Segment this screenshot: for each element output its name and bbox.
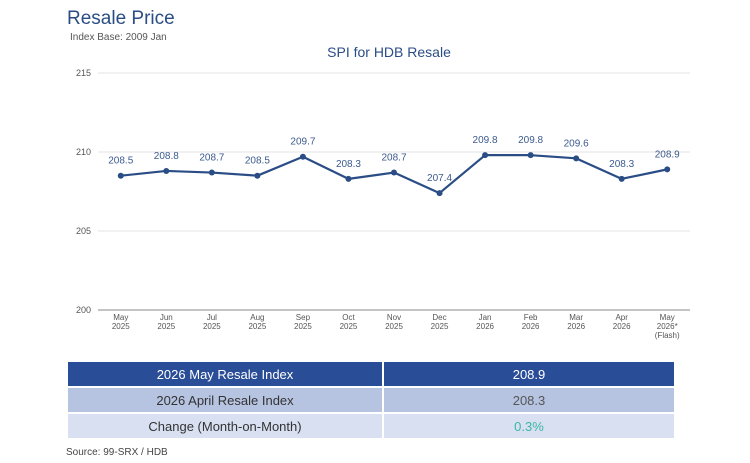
x-tick-label: 2026 [613,322,631,331]
data-point [117,172,124,179]
x-tick-label: 2025 [431,322,449,331]
source-note: Source: 99-SRX / HDB [66,447,168,458]
summary-value: 208.9 [382,362,674,386]
summary-row-change: Change (Month-on-Month) 0.3% [68,412,674,438]
x-tick-label: Nov [387,313,401,322]
summary-label: 2026 May Resale Index [68,362,382,386]
x-tick-label: (Flash) [655,331,680,340]
data-label: 208.3 [609,159,634,170]
x-tick-label: Dec [432,313,446,322]
x-tick-label: Jul [207,313,217,322]
x-tick-label: Jun [160,313,173,322]
data-point [163,167,170,174]
x-tick-label: Apr [615,313,628,322]
x-tick-label: 2025 [112,322,130,331]
summary-value-change: 0.3% [382,412,674,438]
summary-row-current: 2026 May Resale Index 208.9 [68,362,674,386]
x-tick-label: Aug [250,313,264,322]
summary-value: 208.3 [382,386,674,412]
x-tick-label: Feb [524,313,538,322]
x-tick-label: 2025 [248,322,266,331]
data-point [573,155,580,162]
x-tick-label: 2026 [522,322,540,331]
x-tick-label: 2025 [294,322,312,331]
x-tick-label: 2025 [385,322,403,331]
y-tick-label: 215 [76,68,91,78]
data-point [391,169,397,176]
x-tick-label: 2026 [567,322,585,331]
x-tick-label: Jan [479,313,492,322]
x-tick-label: Oct [342,313,355,322]
summary-row-previous: 2026 April Resale Index 208.3 [68,386,674,412]
data-point [254,172,261,179]
data-point [208,169,215,176]
data-label: 208.9 [655,149,680,160]
x-tick-label: 2025 [157,322,175,331]
data-label: 208.5 [108,156,133,167]
data-label: 207.4 [427,173,452,184]
y-tick-label: 210 [76,147,91,157]
data-point [618,175,625,182]
summary-label: Change (Month-on-Month) [68,412,382,438]
y-tick-label: 205 [76,226,91,236]
data-point [299,153,306,160]
data-label: 209.8 [473,135,498,146]
data-label: 209.6 [564,138,589,149]
resale-index-summary-table: 2026 May Resale Index 208.9 2026 April R… [68,362,674,438]
data-label: 208.5 [245,156,270,167]
x-tick-label: 2025 [340,322,358,331]
data-label: 209.7 [290,137,315,148]
x-tick-label: May [113,313,128,322]
x-tick-label: Mar [569,313,583,322]
summary-label: 2026 April Resale Index [68,386,382,412]
x-tick-label: May [660,313,675,322]
page-title: Resale Price [67,8,175,29]
data-label: 209.8 [518,135,543,146]
x-tick-label: Sep [296,313,311,322]
data-label: 208.8 [154,151,179,162]
data-point [345,175,352,182]
y-tick-label: 200 [76,305,91,315]
spi-line-chart: SPI for HDB Resale 200205210215May2025Ju… [76,44,690,340]
chart-title: SPI for HDB Resale [327,44,451,60]
data-label: 208.3 [336,159,361,170]
data-point [664,166,671,173]
x-tick-label: 2025 [203,322,221,331]
data-label: 208.7 [199,153,224,164]
x-tick-label: 2026* [657,322,678,331]
data-point [436,190,443,197]
data-label: 208.7 [381,153,406,164]
data-point [527,152,534,159]
data-point [482,152,489,159]
index-base-subtitle: Index Base: 2009 Jan [70,32,167,43]
x-tick-label: 2026 [476,322,494,331]
